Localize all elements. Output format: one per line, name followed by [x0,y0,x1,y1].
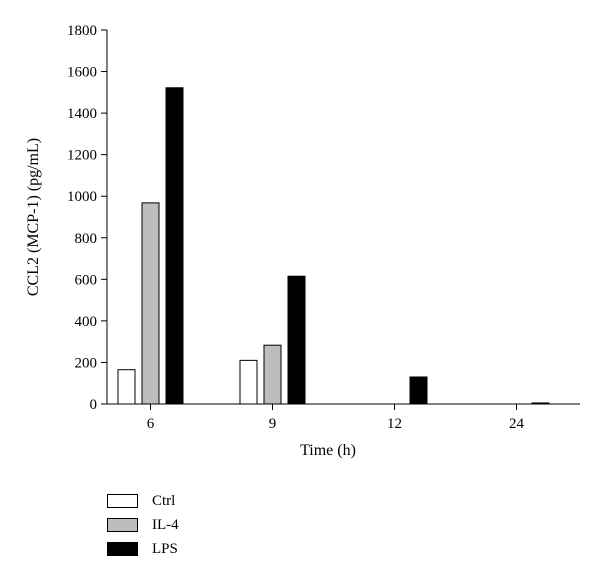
legend: Ctrl IL-4 LPS [107,489,179,561]
bar-lps-12h [409,376,428,405]
x-tick-label: 12 [387,416,402,432]
y-ticks-group: 0 200 400 600 800 1000 1200 1400 1600 1800 [67,23,107,413]
legend-label-lps: LPS [152,540,178,557]
y-axis-title: CCL2 (MCP-1) (pg/mL) [25,138,42,296]
y-tick-label: 200 [75,355,98,371]
y-tick-label: 0 [90,397,98,413]
bar-il4-9h [263,344,282,405]
y-tick-label: 1600 [67,65,97,81]
bar-ctrl-9h [239,359,258,405]
legend-item-il4: IL-4 [107,513,179,537]
y-tick-label: 1000 [67,189,97,205]
bars-group [117,87,550,405]
legend-swatch-il4 [107,518,138,532]
x-tick-label: 6 [147,416,155,432]
legend-item-ctrl: Ctrl [107,489,179,513]
y-tick-label: 1400 [67,106,97,122]
legend-item-lps: LPS [107,537,179,561]
bar-lps-9h [287,275,306,405]
x-axis-title: Time (h) [300,442,356,459]
legend-label-il4: IL-4 [152,516,179,533]
bar-il4-6h [141,202,160,405]
y-tick-label: 400 [75,314,98,330]
legend-label-ctrl: Ctrl [152,492,176,509]
legend-swatch-lps [107,542,138,556]
bar-ctrl-6h [117,369,136,405]
x-tick-label: 9 [269,416,277,432]
x-tick-label: 24 [509,416,525,432]
bar-lps-6h [165,87,184,405]
y-tick-label: 800 [75,231,98,247]
y-tick-label: 1800 [67,23,97,39]
legend-swatch-ctrl [107,494,138,508]
x-ticks-group: 6 9 12 24 [147,404,525,432]
y-tick-label: 600 [75,272,98,288]
y-tick-label: 1200 [67,148,97,164]
bar-chart: 0 200 400 600 800 1000 1200 1400 1600 1800 6 9 12 24… [25,23,580,459]
